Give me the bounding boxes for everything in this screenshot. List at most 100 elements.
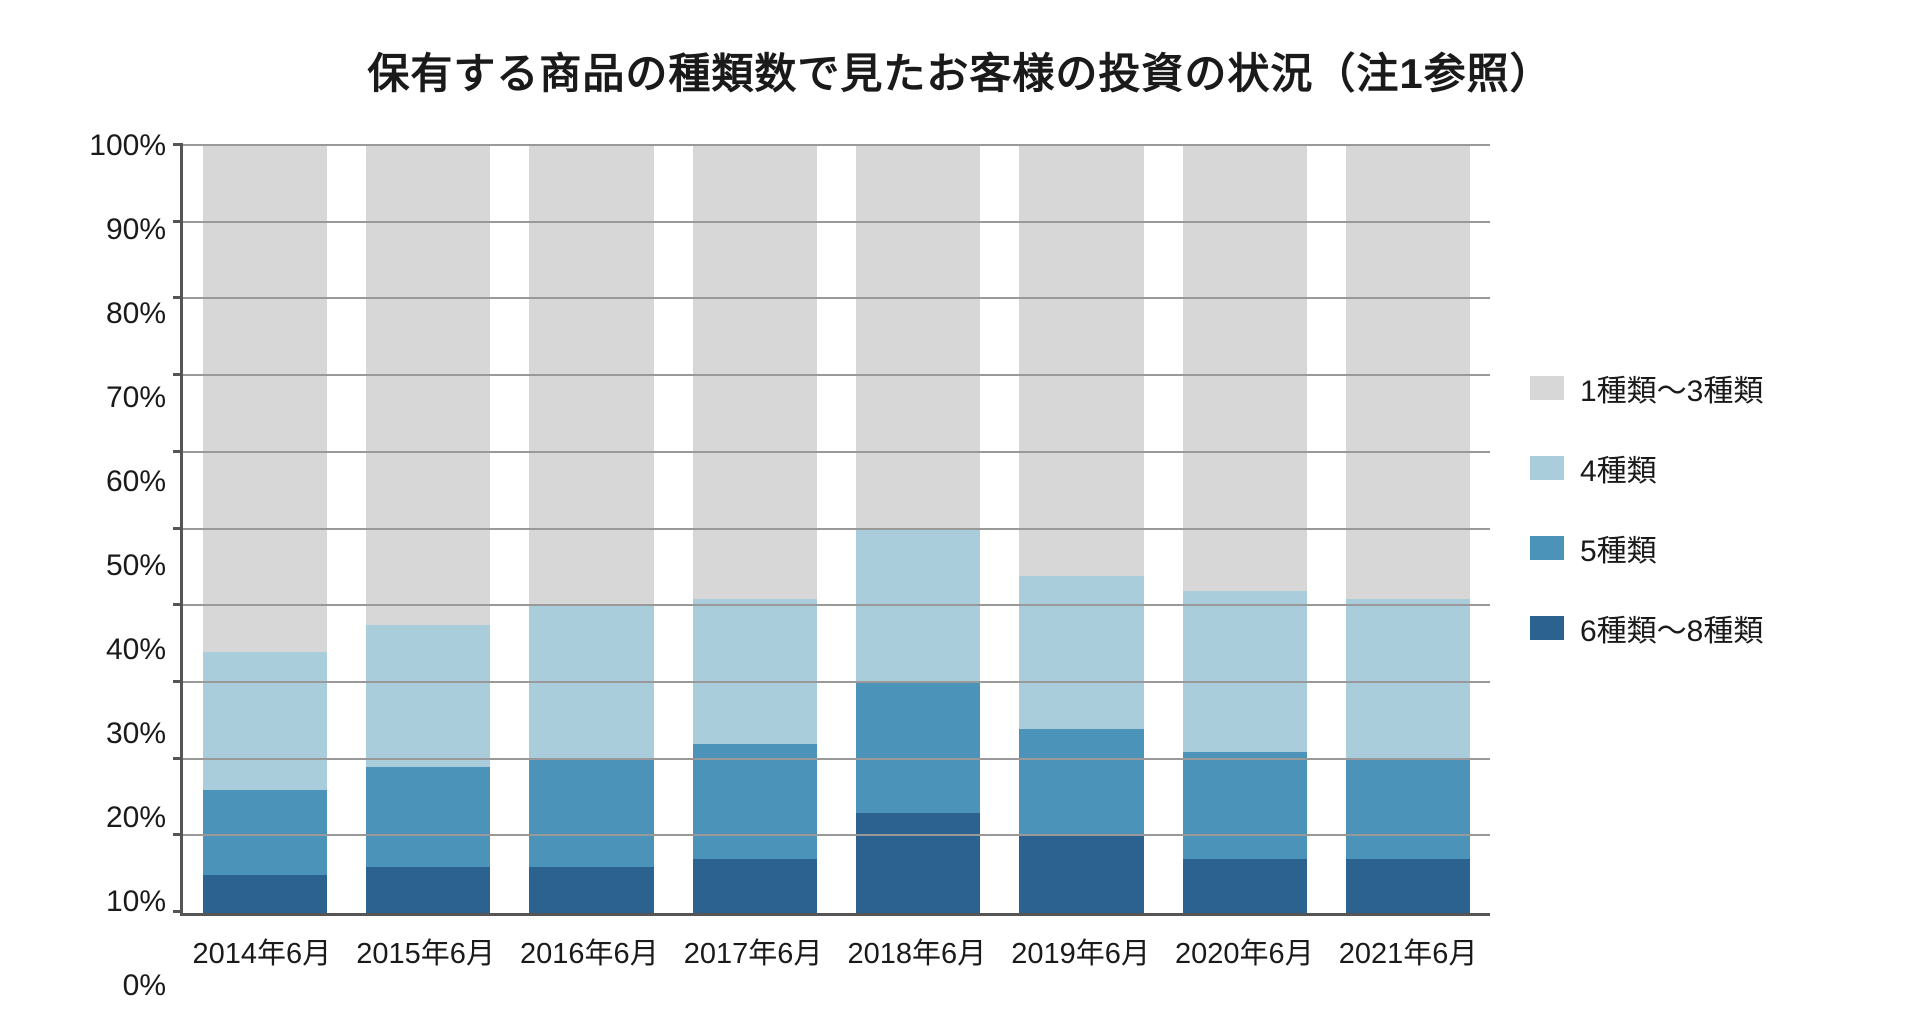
grid-line: [183, 758, 1490, 760]
x-tick-label: 2017年6月: [671, 916, 835, 986]
bar-segment-s4: [1019, 576, 1143, 729]
y-tick-label: 100%: [89, 129, 166, 163]
y-tick-mark: [173, 143, 183, 146]
grid-line: [183, 374, 1490, 376]
y-tick-label: 60%: [106, 465, 166, 499]
bar-segment-s1_3: [693, 146, 817, 599]
bar-segment-s1_3: [529, 146, 653, 606]
bars-container: [183, 146, 1490, 913]
bar-segment-s1_3: [1346, 146, 1470, 599]
y-tick-label: 70%: [106, 381, 166, 415]
bar-slot: [837, 146, 1000, 913]
x-tick-label: 2018年6月: [835, 916, 999, 986]
bar-slot: [183, 146, 346, 913]
grid-line: [183, 297, 1490, 299]
bar: [529, 146, 653, 913]
bar-slot: [1327, 146, 1490, 913]
y-tick-label: 80%: [106, 297, 166, 331]
plot-wrap: 2014年6月2015年6月2016年6月2017年6月2018年6月2019年…: [180, 146, 1490, 986]
grid-line: [183, 144, 1490, 146]
bar-segment-s5: [203, 790, 327, 874]
y-tick-label: 30%: [106, 717, 166, 751]
bar-segment-s5: [529, 760, 653, 867]
bar-segment-s1_3: [1183, 146, 1307, 591]
grid-line: [183, 604, 1490, 606]
bar: [1346, 146, 1470, 913]
bar-segment-s5: [1019, 729, 1143, 836]
chart-page: 保有する商品の種類数で見たお客様の投資の状況（注1参照） 0% 10% 20% 30%…: [0, 0, 1920, 1036]
y-axis: 0%10%20%30%40%50%60%70%80%90%100%: [50, 146, 180, 986]
legend-swatch: [1530, 376, 1564, 400]
bar-segment-s4: [693, 599, 817, 745]
legend-swatch: [1530, 456, 1564, 480]
y-tick-mark: [173, 296, 183, 299]
bar-segment-s5: [1346, 760, 1470, 860]
bar-segment-s1_3: [366, 146, 490, 625]
bar-slot: [510, 146, 673, 913]
bar-segment-s4: [529, 606, 653, 759]
bar-slot: [346, 146, 509, 913]
bar-segment-s5: [693, 744, 817, 859]
x-tick-label: 2021年6月: [1326, 916, 1490, 986]
bar: [1019, 146, 1143, 913]
grid-line: [183, 528, 1490, 530]
bar-segment-s6_8: [366, 867, 490, 913]
legend-label: 6種類～8種類: [1580, 606, 1763, 650]
bar-segment-s1_3: [856, 146, 980, 530]
x-tick-label: 2014年6月: [180, 916, 344, 986]
bar: [203, 146, 327, 913]
legend-swatch: [1530, 616, 1564, 640]
x-tick-label: 2020年6月: [1163, 916, 1327, 986]
y-tick-label: 0%: [123, 969, 166, 1003]
bar: [366, 146, 490, 913]
bar-slot: [1163, 146, 1326, 913]
y-tick-mark: [173, 680, 183, 683]
bar: [693, 146, 817, 913]
bar-segment-s5: [856, 683, 980, 813]
x-axis: 2014年6月2015年6月2016年6月2017年6月2018年6月2019年…: [180, 916, 1490, 986]
grid-line: [183, 681, 1490, 683]
y-tick-mark: [173, 603, 183, 606]
y-tick-label: 90%: [106, 213, 166, 247]
bar: [856, 146, 980, 913]
bar-segment-s6_8: [1183, 859, 1307, 913]
grid-line: [183, 451, 1490, 453]
y-tick-label: 20%: [106, 801, 166, 835]
bar-segment-s6_8: [1019, 836, 1143, 913]
legend-item: 6種類～8種類: [1530, 606, 1870, 650]
bar-segment-s4: [856, 530, 980, 683]
legend-label: 4種類: [1580, 446, 1657, 490]
x-tick-label: 2015年6月: [344, 916, 508, 986]
chart-title: 保有する商品の種類数で見たお客様の投資の状況（注1参照）: [50, 40, 1870, 101]
y-tick-label: 10%: [106, 885, 166, 919]
y-tick-mark: [173, 833, 183, 836]
legend-item: 1種類～3種類: [1530, 366, 1870, 410]
legend-label: 1種類～3種類: [1580, 366, 1763, 410]
y-tick-mark: [173, 220, 183, 223]
legend-label: 5種類: [1580, 526, 1657, 570]
y-tick-mark: [173, 910, 183, 913]
bar-segment-s6_8: [203, 875, 327, 913]
grid-line: [183, 221, 1490, 223]
x-tick-label: 2019年6月: [999, 916, 1163, 986]
plot-area: [180, 146, 1490, 916]
bar-segment-s5: [1183, 752, 1307, 859]
y-tick-label: 40%: [106, 633, 166, 667]
y-tick-mark: [173, 527, 183, 530]
legend-item: 4種類: [1530, 446, 1870, 490]
y-tick-mark: [173, 373, 183, 376]
bar-segment-s1_3: [1019, 146, 1143, 576]
legend-item: 5種類: [1530, 526, 1870, 570]
bar-segment-s6_8: [856, 813, 980, 913]
bar-segment-s4: [366, 625, 490, 767]
bar-segment-s6_8: [529, 867, 653, 913]
bar-slot: [1000, 146, 1163, 913]
bar-segment-s4: [1346, 599, 1470, 760]
bar-segment-s5: [366, 767, 490, 867]
x-tick-label: 2016年6月: [508, 916, 672, 986]
bar-slot: [673, 146, 836, 913]
legend-swatch: [1530, 536, 1564, 560]
legend: 1種類～3種類 4種類 5種類 6種類～8種類: [1490, 146, 1870, 986]
bar-segment-s4: [1183, 591, 1307, 752]
bar: [1183, 146, 1307, 913]
